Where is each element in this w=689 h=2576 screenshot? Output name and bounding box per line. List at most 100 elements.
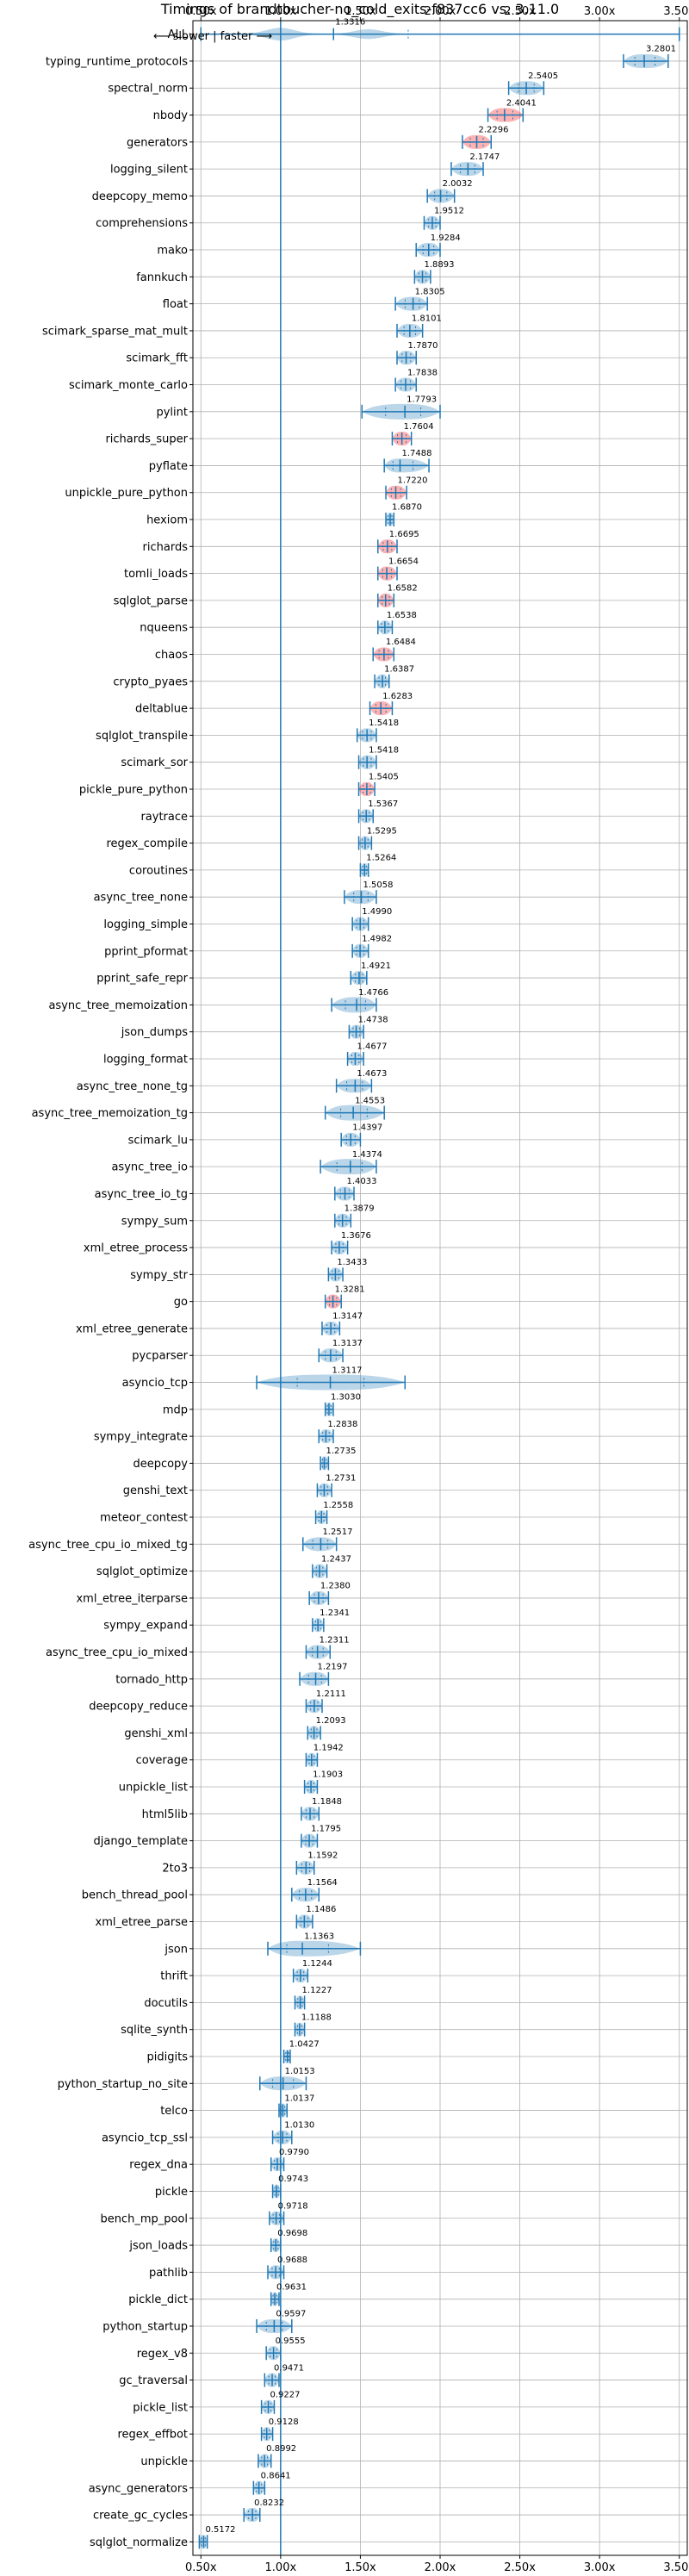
y-axis-label: unpickle bbox=[140, 2455, 188, 2468]
data-label: 1.4374 bbox=[352, 1150, 382, 1160]
data-label: 0.9471 bbox=[274, 2363, 304, 2373]
data-label: 2.2296 bbox=[479, 126, 509, 135]
y-axis-label: genshi_text bbox=[123, 1484, 188, 1497]
y-axis-label: telco bbox=[160, 2105, 188, 2118]
y-axis-label: pathlib bbox=[149, 2267, 188, 2280]
data-label: 1.4553 bbox=[355, 1096, 385, 1105]
y-axis-label: logging_silent bbox=[110, 164, 188, 177]
data-label: 1.2341 bbox=[320, 1608, 350, 1618]
x-tick-label-top: 1.50x bbox=[344, 5, 376, 18]
data-label: 0.9718 bbox=[278, 2202, 308, 2212]
y-axis-label: 2to3 bbox=[162, 1862, 188, 1875]
data-label: 1.4766 bbox=[358, 988, 388, 998]
x-tick-label-bottom: 1.00x bbox=[265, 2561, 297, 2574]
data-label: 0.5172 bbox=[205, 2525, 235, 2535]
y-axis-label: pyflate bbox=[149, 460, 188, 473]
data-label: 1.5405 bbox=[369, 773, 399, 782]
y-axis-label: scimark_sparse_mat_mult bbox=[42, 325, 188, 338]
y-axis-label: python_startup_no_site bbox=[58, 2078, 188, 2091]
y-axis-label: xml_etree_iterparse bbox=[76, 1592, 188, 1605]
data-label: 1.3117 bbox=[332, 1366, 363, 1375]
data-label: 1.0427 bbox=[289, 2040, 320, 2050]
y-axis-label: regex_compile bbox=[106, 837, 188, 850]
data-label: 1.2197 bbox=[318, 1663, 348, 1672]
data-label: 0.9631 bbox=[276, 2282, 307, 2292]
data-label: 1.2380 bbox=[320, 1582, 351, 1591]
data-label: 1.0137 bbox=[284, 2094, 314, 2103]
data-label: 1.7220 bbox=[398, 476, 428, 485]
x-tick-label-top: 3.00x bbox=[584, 5, 616, 18]
data-label: 1.1592 bbox=[307, 1851, 338, 1861]
y-axis-label: chaos bbox=[155, 649, 188, 662]
y-axis-label: pprint_safe_repr bbox=[96, 973, 188, 986]
y-axis-label: nqueens bbox=[140, 622, 188, 635]
y-axis-label: async_tree_cpu_io_mixed bbox=[46, 1646, 188, 1659]
y-axis-label: thrift bbox=[160, 1970, 188, 1983]
data-label: 1.7793 bbox=[407, 395, 437, 405]
data-label: 1.4921 bbox=[361, 961, 391, 971]
data-label: 1.3676 bbox=[341, 1231, 371, 1241]
data-label: 1.7488 bbox=[401, 449, 431, 458]
data-label: 1.6538 bbox=[387, 611, 417, 620]
y-axis-label: sympy_expand bbox=[103, 1620, 188, 1633]
y-axis-label: xml_etree_process bbox=[84, 1242, 188, 1255]
data-label: 0.9743 bbox=[278, 2175, 308, 2184]
chart-title: Timings of brandtbucher-no_cold_exits-f8… bbox=[160, 1, 559, 18]
x-tick-label-top: 1.00x bbox=[265, 5, 297, 18]
y-axis-label: sqlglot_transpile bbox=[96, 730, 188, 743]
data-label: 2.4041 bbox=[506, 98, 537, 108]
data-label: 1.6654 bbox=[388, 557, 419, 566]
x-tick-label-bottom: 2.00x bbox=[425, 2561, 456, 2574]
y-axis-label: unpickle_list bbox=[119, 1782, 188, 1795]
x-tick-label-top: 2.50x bbox=[504, 5, 536, 18]
y-axis-label: sympy_str bbox=[130, 1269, 188, 1282]
y-axis-label: genshi_xml bbox=[124, 1727, 188, 1740]
y-axis-label: ALL bbox=[168, 28, 189, 41]
data-label: 1.7870 bbox=[408, 341, 438, 351]
marks: 1.3316 3.2801 2.5405 2.4041 2.2296 2.1747 2.00… bbox=[198, 17, 680, 2549]
data-label: 1.4673 bbox=[357, 1069, 387, 1079]
y-axis-label: async_tree_memoization_tg bbox=[32, 1107, 188, 1120]
plot-frame bbox=[192, 20, 688, 2556]
y-axis-label: nbody bbox=[153, 109, 189, 122]
data-label: 0.9698 bbox=[277, 2229, 307, 2238]
y-axis-label: async_tree_io_tg bbox=[95, 1188, 188, 1201]
y-axis-label: async_generators bbox=[89, 2482, 189, 2495]
data-label: 0.9688 bbox=[277, 2256, 307, 2265]
data-label: 1.4677 bbox=[357, 1042, 387, 1052]
y-axis-label: gc_traversal bbox=[119, 2374, 188, 2387]
data-label: 1.3281 bbox=[335, 1285, 365, 1294]
y-axis-labels: ALL typing_runtime_protocols spectral_norm… bbox=[28, 28, 193, 2549]
y-axis-label: json bbox=[164, 1943, 188, 1956]
y-axis-label: richards_super bbox=[105, 433, 188, 446]
y-axis-label: html5lib bbox=[142, 1808, 188, 1821]
data-label: 2.1747 bbox=[469, 152, 500, 162]
y-axis-label: scimark_fft bbox=[126, 352, 188, 365]
y-axis-label: comprehensions bbox=[96, 217, 188, 230]
data-label: 1.6870 bbox=[392, 503, 422, 513]
y-axis-label: create_gc_cycles bbox=[93, 2510, 188, 2523]
data-label: 1.4397 bbox=[352, 1123, 382, 1133]
y-axis-label: async_tree_none bbox=[94, 892, 188, 905]
data-label: 3.2801 bbox=[646, 45, 676, 54]
x-tick-label-bottom: 3.00x bbox=[584, 2561, 616, 2574]
data-label: 0.8992 bbox=[266, 2444, 296, 2454]
y-axis-label: unpickle_pure_python bbox=[65, 487, 188, 500]
data-label: 1.2731 bbox=[326, 1473, 356, 1483]
x-tick-label-top: 2.00x bbox=[425, 5, 456, 18]
data-label: 0.9128 bbox=[269, 2417, 299, 2427]
y-axis-label: pylint bbox=[156, 406, 188, 419]
y-axis-label: sqlglot_normalize bbox=[90, 2536, 188, 2549]
y-axis-label: xml_etree_parse bbox=[96, 1916, 188, 1929]
y-axis-label: typing_runtime_protocols bbox=[46, 55, 188, 68]
data-label: 1.1564 bbox=[307, 1878, 338, 1888]
y-axis-label: async_tree_io bbox=[111, 1161, 188, 1174]
y-axis-label: sqlite_synth bbox=[121, 2024, 188, 2037]
y-axis-label: xml_etree_generate bbox=[76, 1322, 188, 1335]
x-tick-label-bottom: 3.50x bbox=[663, 2561, 689, 2574]
y-axis-label: python_startup bbox=[102, 2320, 188, 2333]
data-label: 1.1848 bbox=[312, 1797, 342, 1807]
y-axis-label: scimark_lu bbox=[128, 1134, 188, 1147]
data-label: 1.2437 bbox=[321, 1554, 351, 1564]
data-label: 1.1363 bbox=[304, 1932, 334, 1942]
